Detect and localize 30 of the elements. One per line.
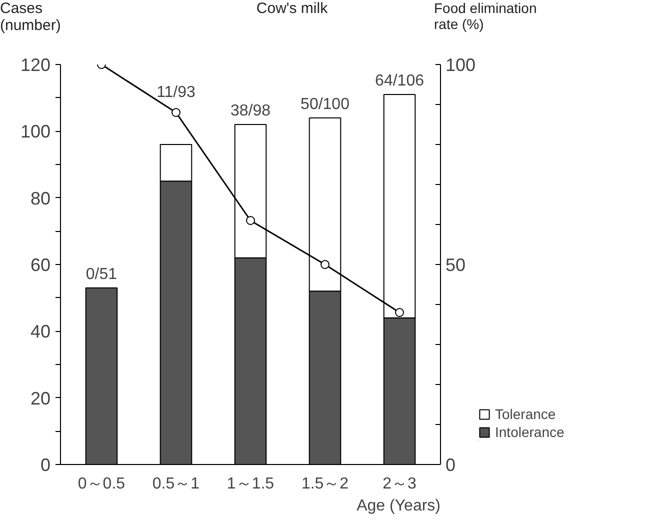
annotation: 64/106 bbox=[375, 72, 424, 90]
x-axis-title: Age (Years) bbox=[356, 498, 441, 514]
x-tick-label: 1～1.5 bbox=[226, 476, 274, 492]
point bbox=[171, 108, 180, 117]
point bbox=[395, 308, 404, 317]
y2-tick-label: 50 bbox=[446, 255, 466, 275]
y2-tick-label: 100 bbox=[446, 55, 476, 75]
y-tick-label: 100 bbox=[20, 122, 51, 142]
legend-label: Tolerance bbox=[495, 406, 556, 422]
point bbox=[246, 216, 255, 225]
x-tick-label: 0.5～1 bbox=[152, 476, 200, 492]
annotation: 38/98 bbox=[230, 102, 271, 120]
legend-label: Intolerance bbox=[495, 424, 564, 440]
y-tick-label: 120 bbox=[20, 55, 51, 75]
x-tick-label: 1.5～2 bbox=[301, 476, 349, 492]
y-tick-label: 0 bbox=[40, 455, 51, 475]
y-axis-title: Cases (number) bbox=[0, 0, 61, 34]
y-tick-label: 80 bbox=[30, 188, 51, 208]
x-tick-label: 0～0.5 bbox=[78, 476, 126, 492]
chart-title: Cow's milk bbox=[256, 0, 328, 18]
y2-tick-label: 0 bbox=[446, 455, 456, 475]
annotation: 11/93 bbox=[156, 84, 196, 101]
annotation: 50/100 bbox=[300, 96, 350, 113]
x-tick-label: 2～3 bbox=[382, 476, 417, 492]
y-tick-label: 20 bbox=[30, 388, 51, 408]
annotation: 0/51 bbox=[86, 266, 118, 283]
y-tick-label: 40 bbox=[30, 322, 51, 342]
point bbox=[320, 260, 330, 269]
y-tick-label: 60 bbox=[30, 255, 51, 275]
y2-axis-title: Food elimination rate (%) bbox=[434, 0, 537, 32]
